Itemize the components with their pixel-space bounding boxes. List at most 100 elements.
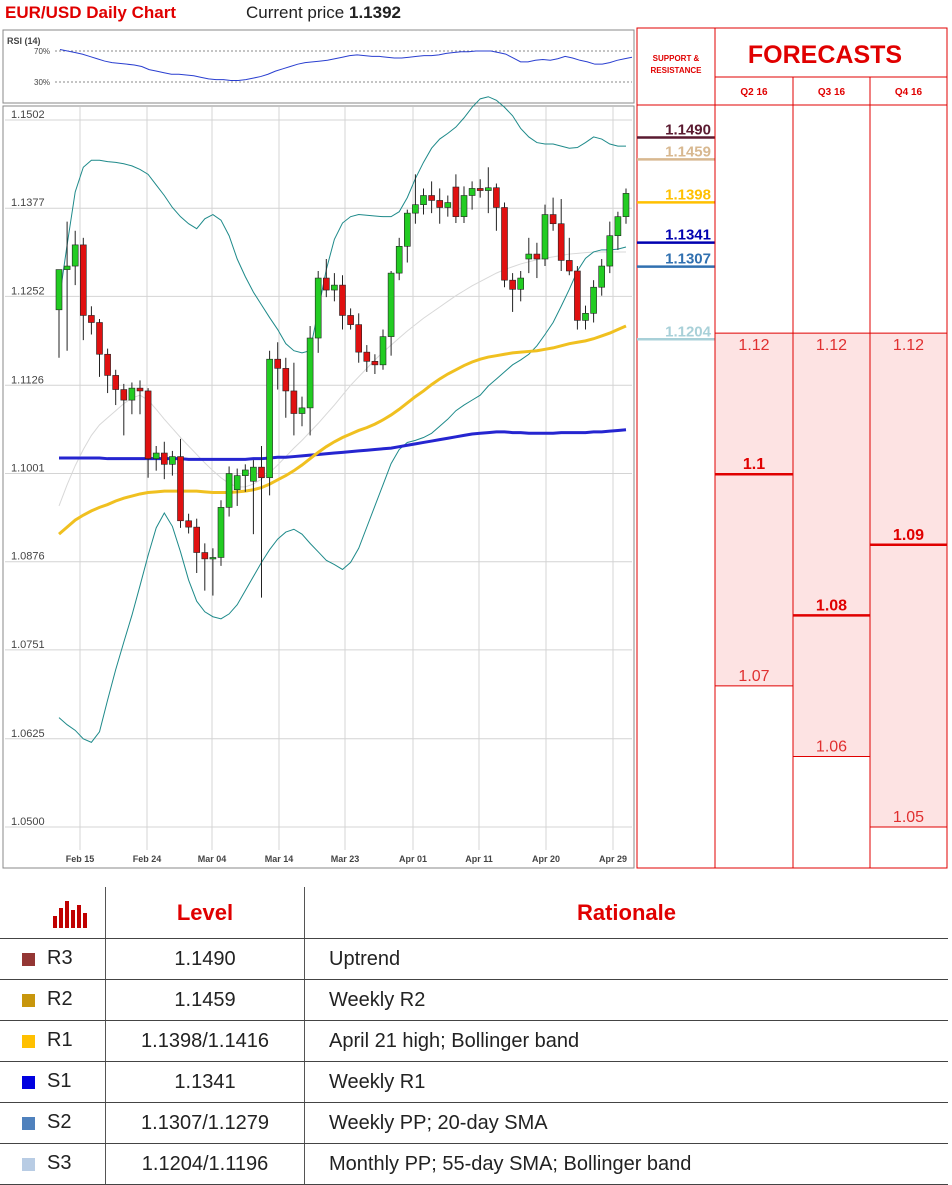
y-tick-label: 1.0751	[11, 639, 45, 651]
row-color-swatch	[22, 952, 35, 966]
y-axis-ticks: 1.1502 1.1377 1.1252 1.1126 1.1001 1.0876 1.07…	[11, 109, 45, 828]
sr-level-label: 1.1204	[665, 323, 712, 340]
x-tick-label: Mar 14	[265, 854, 294, 864]
candle	[233, 468, 241, 506]
candle	[598, 259, 606, 296]
table-row: S1 1.1341 Weekly R1	[0, 1061, 948, 1103]
sr-header-line2: RESISTANCE	[651, 66, 703, 75]
price-panel	[2, 105, 635, 869]
candle	[395, 237, 403, 281]
candle	[387, 270, 395, 356]
candle-body	[298, 407, 306, 414]
candle-body	[355, 324, 363, 353]
forecast-mid-label: 1.08	[816, 597, 847, 614]
candle	[104, 348, 111, 394]
forecast-column: Q4 16 1.12 1.09 1.05	[869, 77, 947, 868]
candle	[517, 270, 525, 302]
candle-body	[509, 279, 516, 290]
candle	[355, 313, 363, 363]
forecast-low-label: 1.05	[893, 809, 924, 826]
candle	[225, 466, 233, 517]
bollinger-upper-band	[58, 96, 626, 354]
row-code: S1	[47, 1070, 72, 1093]
candle-body	[476, 188, 484, 191]
candle	[193, 518, 200, 573]
candle	[476, 179, 484, 198]
candle-body	[63, 265, 71, 270]
row-rationale: April 21 high; Bollinger band	[304, 1020, 948, 1062]
candle-body	[428, 195, 435, 201]
sr-level: 1.1204	[637, 323, 715, 341]
candle-body	[233, 475, 241, 491]
y-tick-label: 1.1126	[11, 374, 44, 386]
sr-level: 1.1490	[637, 121, 715, 139]
row-color-swatch	[22, 1075, 35, 1089]
candle	[177, 438, 184, 528]
row-rationale: Weekly PP; 20-day SMA	[304, 1102, 948, 1144]
sr-level-label: 1.1459	[665, 143, 711, 160]
forecast-range-band	[793, 333, 870, 757]
forecast-quarter-label: Q2 16	[740, 87, 768, 98]
forecast-columns: Q2 16 1.12 1.1 1.07 Q3 16 1.12 1.08 1.06 Q4 16 1.…	[715, 77, 947, 868]
y-tick-label: 1.1377	[11, 197, 45, 209]
candle	[557, 199, 565, 271]
candle	[250, 460, 257, 535]
row-code: S3	[47, 1152, 72, 1175]
table-header-rationale: Rationale	[304, 887, 948, 939]
candle	[152, 445, 160, 471]
y-tick-label: 1.1001	[11, 463, 45, 475]
candle	[128, 382, 136, 415]
candle-body	[598, 265, 606, 288]
rsi-tick-70: 70%	[34, 47, 50, 56]
forecast-high-label: 1.12	[816, 337, 847, 354]
candle	[452, 174, 460, 224]
x-axis-ticks: Feb 15 Feb 24 Mar 04 Mar 14 Mar 23 Apr 01 Apr …	[66, 854, 627, 864]
candle-body	[363, 351, 371, 362]
row-color-swatch	[22, 1157, 35, 1171]
sr-level-label: 1.1398	[665, 186, 711, 203]
table-row: S2 1.1307/1.1279 Weekly PP; 20-day SMA	[0, 1102, 948, 1144]
x-tick-label: Apr 01	[399, 854, 427, 864]
candle	[428, 181, 435, 214]
candle-body	[258, 466, 265, 479]
sr-level: 1.1341	[637, 227, 715, 244]
candle-body	[452, 186, 460, 217]
candle	[371, 354, 379, 375]
candle-body	[161, 452, 168, 465]
candle	[258, 445, 265, 598]
forecast-mid-label: 1.09	[893, 527, 924, 544]
sr-header-line1: SUPPORT &	[653, 54, 700, 63]
candle	[420, 188, 427, 215]
row-code-cell: S3	[0, 1143, 106, 1185]
table-body: R3 1.1490 Uptrend R2 1.1459 Weekly R2 R1 1.1398…	[0, 938, 948, 1185]
table-header-level: Level	[105, 887, 305, 939]
row-color-swatch	[22, 1034, 35, 1048]
candle-body	[606, 235, 614, 267]
candle	[331, 273, 338, 302]
row-rationale: Uptrend	[304, 938, 948, 980]
sr-level: 1.1459	[637, 143, 715, 161]
y-tick-label: 1.0500	[11, 816, 45, 828]
candle-body	[622, 193, 630, 217]
candle	[379, 329, 387, 370]
y-tick-label: 1.0625	[11, 728, 45, 740]
candle	[322, 259, 330, 298]
sr-level-label: 1.1307	[665, 251, 711, 268]
x-tick-label: Mar 04	[198, 854, 227, 864]
table-row: S3 1.1204/1.1196 Monthly PP; 55-day SMA; B…	[0, 1143, 948, 1185]
candle-body	[525, 253, 533, 260]
row-code-cell: R1	[0, 1020, 106, 1062]
candle-body	[266, 358, 273, 479]
table-row: R1 1.1398/1.1416 April 21 high; Bollinger …	[0, 1020, 948, 1062]
candle	[209, 548, 217, 596]
candle	[582, 305, 589, 330]
candle-body	[120, 389, 128, 401]
candle-body	[217, 507, 225, 558]
candle	[242, 464, 249, 492]
candle	[339, 275, 346, 330]
candle-body	[331, 284, 338, 291]
row-level: 1.1341	[105, 1061, 305, 1103]
row-code-cell: S2	[0, 1102, 106, 1144]
candle-body	[436, 200, 444, 208]
candle-body	[55, 269, 63, 311]
